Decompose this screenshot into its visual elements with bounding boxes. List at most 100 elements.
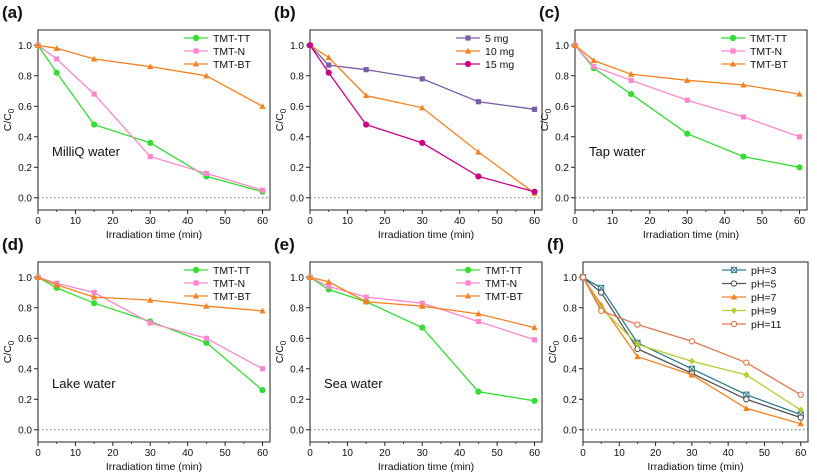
- data-point-cross: [743, 391, 750, 398]
- x-tick-label: 0: [35, 216, 41, 227]
- data-point: [306, 274, 314, 280]
- y-axis-title: C/C0: [274, 340, 288, 363]
- legend-label: TMT-BT: [213, 291, 251, 303]
- y-axis-title-subscript: 0: [279, 108, 288, 113]
- legend-swatch-marker: [730, 266, 738, 274]
- legend-label: TMT-TT: [485, 265, 523, 277]
- data-point: [531, 188, 538, 195]
- data-point: [53, 69, 60, 76]
- chart-panel-2: (b) 0 10 20 30 40 50 60 0.0 0.2 0.4 0.6 0.8 1.0 Irradi…: [274, 3, 543, 241]
- x-tick-label: 30: [686, 448, 698, 459]
- legend-label: TMT-N: [750, 46, 782, 58]
- plot-frame: [309, 29, 543, 211]
- y-axis-title: C/C0: [274, 108, 288, 131]
- data-point: [91, 289, 97, 296]
- series-line: [309, 276, 535, 329]
- x-tick-label: 60: [794, 216, 806, 227]
- data-point: [797, 391, 804, 398]
- data-point: [259, 387, 266, 394]
- legend-swatch-marker: [730, 280, 738, 287]
- data-point: [531, 397, 538, 404]
- data-point: [363, 121, 370, 128]
- x-tick-label: 60: [529, 448, 541, 459]
- data-point: [419, 303, 426, 309]
- y-axis-title-subscript: 0: [279, 340, 288, 345]
- legend-item: pH=7: [722, 292, 777, 304]
- y-tick-label: 0.0: [290, 425, 304, 436]
- data-point: [590, 57, 597, 64]
- data-point: [634, 341, 641, 348]
- plot-frame: [37, 29, 271, 211]
- data-point: [597, 289, 605, 296]
- data-point: [34, 42, 42, 48]
- data-point: [326, 62, 332, 68]
- y-tick-label: 0.6: [563, 334, 577, 345]
- x-tick-label: 0: [307, 448, 313, 459]
- legend-item: TMT-BT: [456, 291, 523, 303]
- series-line: [37, 44, 263, 193]
- legend-label: 5 mg: [485, 33, 509, 45]
- legend-item: TMT-N: [184, 46, 245, 58]
- series-line: [37, 276, 263, 370]
- x-tick-label: 40: [454, 448, 466, 459]
- x-tick-label: 30: [145, 448, 157, 459]
- series-tmt-bt: [34, 42, 266, 109]
- series-ph-11: [579, 274, 804, 398]
- x-tick-label: 30: [417, 448, 429, 459]
- data-point: [796, 164, 803, 171]
- data-point: [475, 173, 482, 180]
- data-point: [419, 104, 426, 111]
- data-point: [34, 274, 42, 280]
- data-point: [203, 72, 210, 79]
- panel-label: (d): [2, 235, 24, 254]
- x-tick-label: 10: [342, 448, 354, 459]
- data-point: [259, 103, 266, 109]
- data-point: [91, 91, 97, 97]
- legend-label: TMT-N: [213, 46, 245, 58]
- x-tick-label: 20: [650, 448, 662, 459]
- data-point: [147, 320, 153, 326]
- series-line: [309, 44, 535, 110]
- x-tick-label: 50: [492, 448, 504, 459]
- series-line: [37, 44, 263, 191]
- data-point: [362, 298, 370, 305]
- data-point: [688, 338, 696, 345]
- x-tick-label: 0: [580, 448, 586, 459]
- y-axis-title-main: C/C: [2, 113, 14, 132]
- legend-item: TMT-N: [184, 278, 245, 290]
- data-point: [475, 388, 482, 395]
- data-point: [325, 54, 332, 61]
- x-tick-label: 30: [145, 216, 157, 227]
- x-tick-label: 40: [719, 216, 731, 227]
- legend-swatch-marker-cross: [731, 267, 737, 273]
- legend-label: TMT-BT: [750, 59, 788, 71]
- data-point: [203, 303, 210, 309]
- legend-label: pH=3: [751, 265, 777, 277]
- legend-swatch-marker: [192, 266, 200, 274]
- y-tick-label: 1.0: [18, 273, 32, 284]
- data-point: [591, 64, 597, 70]
- data-point: [531, 337, 538, 343]
- data-point: [90, 55, 98, 62]
- y-tick-label: 1.0: [290, 41, 304, 52]
- legend-label: pH=7: [751, 292, 777, 304]
- x-tick-label: 60: [795, 448, 807, 459]
- plot-frame: [582, 261, 809, 443]
- y-tick-label: 0.6: [18, 102, 32, 113]
- plot-frame: [309, 261, 543, 443]
- sample-annotation: MilliQ water: [52, 144, 121, 159]
- x-tick-label: 60: [257, 448, 269, 459]
- y-tick-label: 0.4: [555, 132, 569, 143]
- legend-swatch-marker: [465, 280, 471, 286]
- y-tick-label: 0.8: [18, 71, 32, 82]
- data-point: [147, 139, 154, 146]
- legend-label: TMT-N: [213, 278, 245, 290]
- series-tmt-bt: [306, 274, 538, 331]
- y-tick-label: 1.0: [290, 273, 304, 284]
- series-line: [582, 276, 802, 411]
- data-point: [688, 371, 696, 378]
- legend-swatch-marker: [464, 266, 472, 274]
- data-point: [531, 324, 538, 331]
- y-tick-label: 0.8: [555, 71, 569, 82]
